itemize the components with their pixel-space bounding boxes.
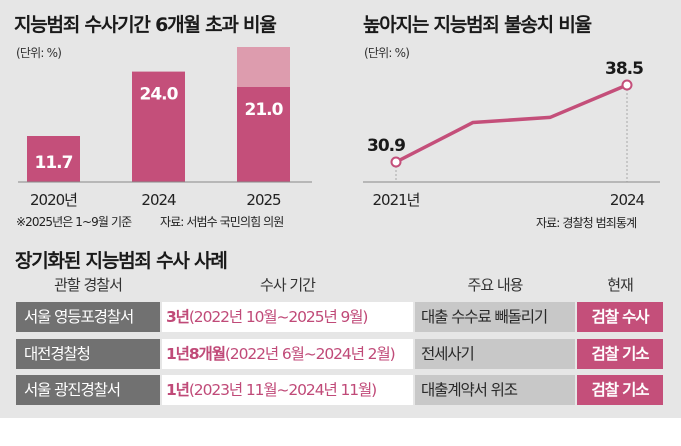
bar-x-tick-label: 2024 <box>141 191 176 209</box>
line-chart-title: 높아지는 지능범죄 불송치 비율 <box>363 14 592 36</box>
content-cell: 전세사기 <box>415 339 575 369</box>
bar-chart-source: 자료: 서범수 국민의힘 의원 <box>160 215 284 229</box>
line-x-tick-label: 2024 <box>610 191 645 209</box>
table-header-period: 수사 기간 <box>260 276 316 294</box>
period-cell: 3년(2022년 10월~2025년 9월) <box>162 302 413 332</box>
station-cell: 서울 광진경찰서 <box>16 375 160 405</box>
table-header-content: 주요 내용 <box>467 276 524 294</box>
line-point-marker <box>390 156 402 168</box>
period-range: (2022년 10월~2025년 9월) <box>188 308 369 326</box>
period-duration: 3년 <box>166 308 190 326</box>
line-chart-unit: (단위: %) <box>364 46 410 60</box>
table-header-status: 현재 <box>607 276 634 294</box>
period-range: (2023년 11월~2024년 11월) <box>188 381 377 399</box>
bar-chart-note: ※2025년은 1~9월 기준 <box>16 215 132 229</box>
station-cell: 대전경찰청 <box>16 339 160 369</box>
period-cell: 1년(2023년 11월~2024년 11월) <box>162 375 413 405</box>
line-chart: 30.9 2021년 38.5 2024 <box>363 59 660 209</box>
line-value-label: 30.9 <box>367 136 405 156</box>
period-duration: 1년 <box>166 381 190 399</box>
status-badge: 검찰 기소 <box>577 375 663 405</box>
bar-x-tick-label: 2020년 <box>30 191 77 209</box>
content-cell: 대출 수수료 빼돌리기 <box>415 302 575 332</box>
bar-x-tick-label: 2025 <box>246 191 281 209</box>
bar-chart-title: 지능범죄 수사기간 6개월 초과 비율 <box>14 14 277 36</box>
bar-value-label: 21.0 <box>245 100 284 120</box>
line-x-tick-label: 2021년 <box>373 191 420 209</box>
bar-chart: 11.7 2020년 24.0 2024 21.0 2025 <box>18 47 312 209</box>
line-point-marker <box>621 79 633 91</box>
table-title: 장기화된 지능범죄 수사 사례 <box>15 250 228 272</box>
bar-2020년 <box>27 136 80 182</box>
line-value-label: 38.5 <box>605 59 643 79</box>
bar-value-label: 24.0 <box>140 85 179 105</box>
table-header-station: 관할 경찰서 <box>54 276 123 294</box>
status-badge: 검찰 수사 <box>577 302 663 332</box>
bar-2025 <box>237 87 290 182</box>
period-range: (2022년 6월~2024년 2월) <box>224 345 396 363</box>
bar-chart-unit: (단위: %) <box>16 46 62 60</box>
period-duration: 1년8개월 <box>166 345 226 363</box>
bar-2024 <box>132 71 185 182</box>
station-cell: 서울 영등포경찰서 <box>16 302 160 332</box>
bar-value-label: 11.7 <box>35 153 73 173</box>
period-cell: 1년8개월(2022년 6월~2024년 2월) <box>162 339 413 369</box>
line-chart-source: 자료: 경찰청 범죄통계 <box>536 216 637 230</box>
content-cell: 대출계약서 위조 <box>415 375 575 405</box>
status-badge: 검찰 기소 <box>577 339 663 369</box>
line-series <box>395 83 628 164</box>
